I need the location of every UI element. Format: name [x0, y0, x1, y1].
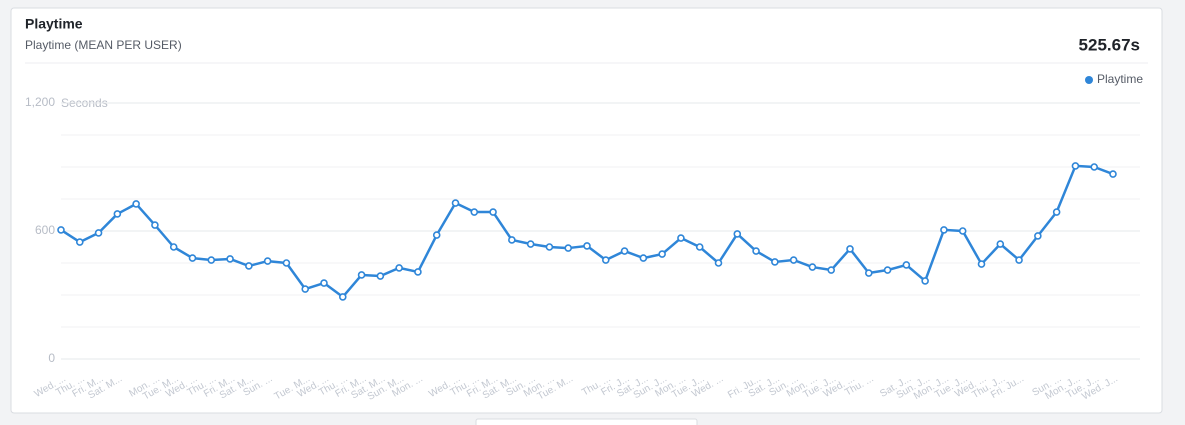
data-point [376, 272, 385, 280]
data-point [508, 236, 516, 244]
data-point [827, 266, 836, 274]
data-point [57, 226, 65, 234]
chart-title: Playtime [25, 16, 83, 32]
data-point [752, 247, 760, 255]
data-point [658, 250, 666, 258]
data-point [620, 247, 629, 255]
data-point [545, 243, 554, 251]
data-point [1015, 256, 1023, 264]
data-point [357, 271, 366, 279]
data-point [583, 242, 591, 250]
data-point [677, 234, 685, 242]
data-point [94, 229, 103, 237]
data-point [395, 264, 403, 272]
data-point [320, 279, 328, 287]
data-point [1034, 232, 1042, 240]
data-point [282, 259, 291, 267]
chart-subtitle: Playtime (MEAN PER USER) [25, 38, 182, 52]
data-point [226, 255, 234, 263]
data-point [921, 277, 929, 285]
summary-value: 525.67s [1079, 35, 1140, 54]
y-tick-label: 1,200 [25, 95, 55, 109]
data-point [132, 200, 140, 208]
data-point [902, 261, 911, 269]
data-point [263, 257, 272, 265]
data-point [414, 268, 422, 276]
data-point [1090, 163, 1099, 171]
data-point [1071, 162, 1080, 170]
data-point [301, 285, 310, 293]
data-point [245, 262, 253, 270]
legend-marker [1085, 76, 1093, 84]
data-point [1109, 170, 1117, 178]
data-point [883, 266, 892, 274]
data-point [432, 231, 441, 239]
tab [475, 418, 698, 425]
data-point [1052, 208, 1061, 216]
data-point [526, 240, 535, 248]
data-point [958, 227, 967, 235]
data-point [338, 293, 347, 301]
data-point [771, 258, 779, 266]
data-point [151, 221, 159, 229]
data-point [714, 259, 723, 267]
data-point [169, 243, 178, 251]
data-point [695, 243, 704, 251]
data-point [789, 256, 798, 264]
data-point [489, 208, 497, 216]
data-point [188, 254, 197, 262]
data-point [977, 260, 986, 268]
data-point [639, 254, 648, 262]
y-tick-label: 600 [35, 223, 55, 237]
card [10, 7, 1163, 414]
data-point [846, 245, 854, 253]
data-point [75, 238, 84, 246]
data-point [601, 256, 610, 264]
data-point [733, 230, 742, 238]
data-point [451, 199, 460, 207]
data-point [113, 210, 122, 218]
data-point [470, 208, 479, 216]
data-point [940, 226, 948, 234]
data-point [864, 269, 873, 277]
data-point [808, 263, 817, 271]
data-point [564, 244, 573, 252]
data-point [207, 256, 216, 264]
legend-label: Playtime [1097, 72, 1143, 86]
y-tick-label: 0 [48, 351, 55, 365]
data-point [996, 240, 1005, 248]
